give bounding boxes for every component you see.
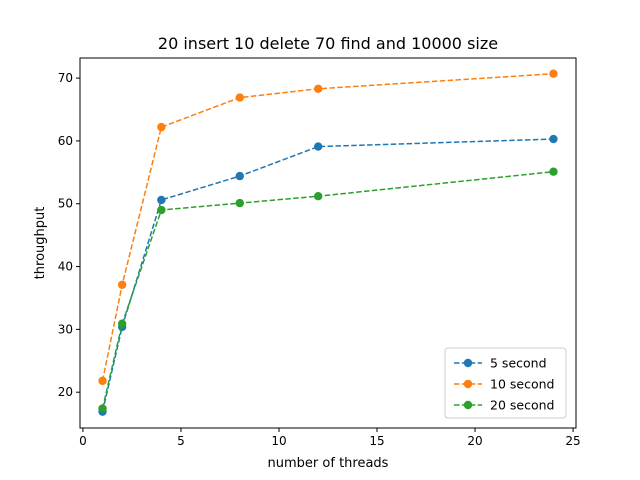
y-axis-label: throughput bbox=[33, 207, 48, 280]
data-point bbox=[98, 376, 107, 386]
legend-entry: 5 second bbox=[454, 356, 547, 371]
data-point bbox=[157, 122, 166, 132]
data-series bbox=[98, 69, 558, 416]
legend-box bbox=[444, 347, 567, 419]
legend: 5 second 10 second 20 second bbox=[444, 347, 567, 419]
y-tick-label: 30 bbox=[58, 322, 73, 336]
data-point bbox=[313, 142, 323, 151]
chart-title: 20 insert 10 delete 70 find and 10000 si… bbox=[158, 34, 498, 53]
data-point bbox=[235, 198, 244, 208]
legend-marker bbox=[463, 379, 473, 389]
y-tick-label: 70 bbox=[58, 71, 73, 85]
x-axis-label: number of threads bbox=[268, 456, 389, 471]
legend-marker bbox=[463, 358, 473, 368]
data-point bbox=[549, 134, 558, 144]
y-tick-label: 50 bbox=[58, 197, 73, 211]
series-line bbox=[101, 72, 554, 382]
y-tick-label: 20 bbox=[58, 385, 73, 399]
series-line bbox=[101, 138, 554, 412]
legend-label: 10 second bbox=[490, 377, 554, 392]
x-tick-label: 10 bbox=[271, 434, 286, 448]
series-10-second bbox=[98, 69, 558, 386]
data-point bbox=[235, 93, 244, 102]
legend-entry: 20 second bbox=[454, 398, 554, 413]
data-point bbox=[549, 69, 558, 78]
x-tick-label: 0 bbox=[79, 434, 87, 448]
legend-marker bbox=[463, 400, 473, 410]
x-tick-label: 25 bbox=[565, 434, 580, 448]
x-tick-label: 20 bbox=[467, 434, 482, 448]
data-point bbox=[313, 84, 323, 93]
legend-label: 20 second bbox=[490, 398, 554, 413]
legend-entry: 10 second bbox=[454, 377, 554, 392]
x-tick-label: 15 bbox=[369, 434, 384, 448]
data-point bbox=[117, 280, 127, 289]
data-point bbox=[98, 404, 107, 413]
legend-label: 5 second bbox=[490, 356, 547, 371]
data-point bbox=[157, 205, 166, 215]
axis-ticks: 0 5 10 15 20 25 20 30 40 50 60 70 bbox=[58, 71, 581, 448]
x-tick-label: 5 bbox=[177, 434, 185, 448]
data-point bbox=[157, 195, 166, 205]
series-line bbox=[101, 170, 554, 409]
data-point bbox=[235, 171, 244, 181]
data-point bbox=[117, 319, 127, 328]
axes-frame bbox=[79, 57, 577, 429]
data-point bbox=[313, 192, 323, 201]
data-point bbox=[549, 167, 558, 176]
y-tick-label: 40 bbox=[58, 260, 73, 274]
series-20-second bbox=[98, 167, 558, 413]
y-tick-label: 60 bbox=[58, 134, 73, 148]
